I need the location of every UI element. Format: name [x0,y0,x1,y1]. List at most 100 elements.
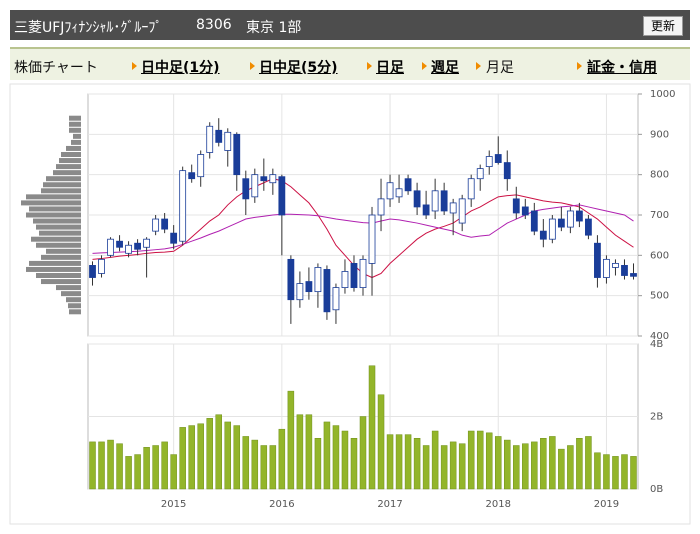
volume-bar [513,445,520,490]
volume-bar [603,454,610,490]
tab-marker [250,62,255,70]
candle-body [548,218,556,240]
candle-body [134,242,141,250]
volume-bar [440,445,448,490]
x-tick-label: 2019 [594,499,619,510]
price-volume-bar [36,242,81,248]
volume-bar [143,447,150,490]
price-volume-bar [71,139,81,145]
candle-body [287,258,295,301]
candle-body [116,240,123,248]
tab[interactable]: 日中足(1分) [141,60,220,76]
candle-body [566,210,574,228]
volume-bar [612,456,619,490]
volume-bar [242,436,250,490]
volume-bar [314,438,322,490]
candle-body [503,162,511,180]
candle-body [557,218,565,228]
price-volume-bar [61,291,81,297]
volume-bar [305,414,313,490]
candle-body [359,258,367,289]
candle-body [251,174,259,198]
candle-body [296,283,304,301]
volume-bar [170,454,177,490]
candle-body [539,230,547,240]
candle-body [386,182,394,200]
price-volume-bar [36,273,81,278]
candle-body [323,269,331,313]
volume-bar [585,436,592,490]
volume-bar [323,421,331,490]
candle-body [377,198,385,216]
price-volume-bar [53,170,81,176]
volume-bar [224,421,232,490]
volume-bar [161,441,168,490]
volume-bar [476,430,484,490]
price-volume-bar [26,266,81,272]
x-tick-label: 2016 [269,499,294,510]
candle-body [305,281,313,293]
price-volume-bar [41,188,81,194]
volume-bar [287,390,295,490]
price-volume-bar [46,176,81,182]
volume-bar [278,428,286,490]
y-tick-label: 0B [650,484,663,495]
candle-body [350,262,358,288]
candle-body [314,267,322,293]
candle-body [341,271,349,289]
price-volume-bar [66,145,81,151]
tab[interactable]: 週足 [431,60,459,76]
y-tick-label: 700 [650,210,669,221]
volume-bar [576,438,583,490]
tab[interactable]: 証金・信用 [587,60,657,76]
tab[interactable]: 日足 [376,60,404,76]
y-tick-label: 2B [650,412,663,423]
volume-bar [504,439,511,490]
y-tick-label: 500 [650,291,669,302]
price-volume-bar [56,285,81,291]
volume-bar [621,454,628,490]
price-volume-bar [43,182,81,188]
candle-body [422,204,430,216]
candle-body [575,210,583,222]
refresh-button[interactable]: 更新 [643,16,683,36]
volume-bar [350,438,358,490]
candle-body [125,244,132,254]
candle-body [224,131,232,151]
price-volume-bar [73,133,81,139]
volume-bar [107,439,114,490]
volume-bar [116,443,123,490]
candle-body [179,170,187,242]
candle-body [269,174,277,184]
volume-bar [152,445,159,490]
price-volume-bar [33,218,81,224]
candle-body [485,156,493,167]
price-volume-bar [69,121,81,127]
volume-bar [458,443,466,490]
tab-current: 月足 [486,60,514,76]
section-title: 株価チャート [14,60,98,76]
tab-marker [422,62,427,70]
candle-body [512,198,520,214]
candle-body [404,178,412,192]
candle-body [594,242,601,278]
price-volume-bar [56,164,81,170]
volume-bar [377,394,385,490]
volume-bar [332,425,340,490]
candle-body [612,262,619,268]
x-tick-label: 2017 [377,499,402,510]
candle-body [197,154,205,178]
candle-body [530,210,538,232]
volume-bar [540,438,547,490]
volume-bar [125,456,132,490]
volume-bar [341,430,349,490]
price-volume-bar [26,194,81,200]
volume-bar [188,425,195,490]
volume-bar [558,448,565,490]
volume-bar [567,445,574,490]
tab[interactable]: 日中足(5分) [259,60,338,76]
volume-bar [630,456,637,490]
tab-marker [476,62,481,70]
